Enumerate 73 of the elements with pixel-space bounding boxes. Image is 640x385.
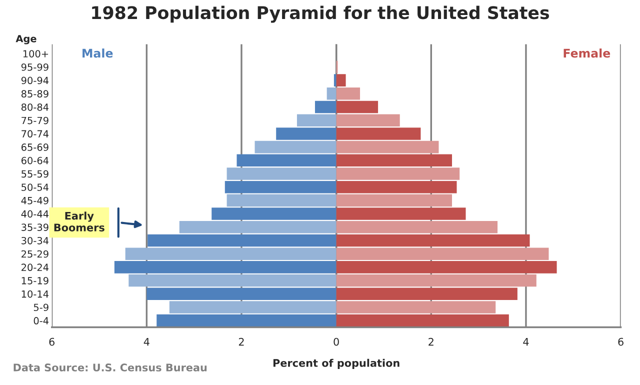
y-tick-label: 90-94 <box>21 76 49 84</box>
bar <box>276 128 336 140</box>
bar <box>125 248 336 260</box>
y-tick-label: 70-74 <box>22 130 49 138</box>
y-tick-label: 100+ <box>23 50 48 58</box>
bar <box>336 88 360 100</box>
x-tick-label: 2 <box>428 338 434 346</box>
chart-title: 1982 Population Pyramid for the United States <box>92 6 550 23</box>
annotation: Early Boomers <box>54 212 104 232</box>
x-tick-label: 0 <box>334 338 339 346</box>
bar <box>336 114 400 126</box>
y-tick-label: 95-99 <box>21 63 48 71</box>
bar <box>224 180 336 194</box>
bar <box>179 221 336 234</box>
bar <box>148 234 336 247</box>
source-note: Data Source: U.S. Census Bureau <box>14 364 207 372</box>
bar <box>336 194 452 207</box>
x-tick-label: 6 <box>49 338 54 346</box>
bar <box>254 140 336 154</box>
bar <box>146 288 336 300</box>
x-tick-label: 6 <box>618 338 624 346</box>
bar <box>314 100 336 114</box>
text: Female <box>564 48 610 58</box>
x-axis-title: Percent of population <box>273 358 400 369</box>
y-tick-label: 45-49 <box>21 196 48 204</box>
bar <box>326 88 336 100</box>
y-tick-label: 55-59 <box>22 170 48 178</box>
y-tick-label: 50-54 <box>22 184 49 191</box>
bar <box>336 288 518 300</box>
bar <box>336 180 457 194</box>
bar <box>336 100 378 114</box>
bar <box>296 114 336 126</box>
bar <box>236 154 336 167</box>
bar <box>336 128 421 140</box>
y-tick-label: 65-69 <box>21 144 48 151</box>
bar <box>336 314 509 327</box>
y-tick-label: 35-39 <box>22 224 48 231</box>
bar <box>334 74 336 86</box>
y-tick-label: 0-4 <box>34 317 49 324</box>
bar <box>336 301 496 314</box>
bar <box>212 208 336 220</box>
bar <box>226 194 336 207</box>
y-tick-label: 30-34 <box>22 236 49 244</box>
bar <box>114 261 336 274</box>
bar <box>336 154 452 167</box>
x-tick-label: 2 <box>238 338 244 346</box>
bar <box>336 74 346 86</box>
y-tick-label: 25-29 <box>22 250 48 258</box>
y-tick-label: 85-89 <box>21 90 48 98</box>
y-axis-title: Age <box>16 35 36 44</box>
bar <box>336 168 460 180</box>
y-tick-label: 10-14 <box>22 290 49 298</box>
y-tick-label: 80-84 <box>21 103 49 111</box>
x-tick-label: 4 <box>144 338 150 346</box>
text: Male <box>82 48 113 58</box>
bar <box>169 301 336 314</box>
bar <box>336 140 439 154</box>
bar <box>226 168 336 180</box>
bar <box>336 274 536 287</box>
y-tick-label: 5-9 <box>34 304 48 312</box>
y-tick-label: 75-79 <box>22 116 48 124</box>
bar <box>156 314 336 327</box>
y-tick-label: 60-64 <box>21 156 49 164</box>
bar <box>336 208 466 220</box>
bar <box>336 221 498 234</box>
bar <box>336 234 530 247</box>
bar <box>336 248 549 260</box>
y-tick-label: 40-44 <box>21 210 49 218</box>
y-tick-label: 20-24 <box>22 264 49 272</box>
bar <box>336 261 557 274</box>
y-tick-label: 15-19 <box>22 277 48 284</box>
x-tick-label: 4 <box>523 338 529 346</box>
bar <box>128 274 336 287</box>
